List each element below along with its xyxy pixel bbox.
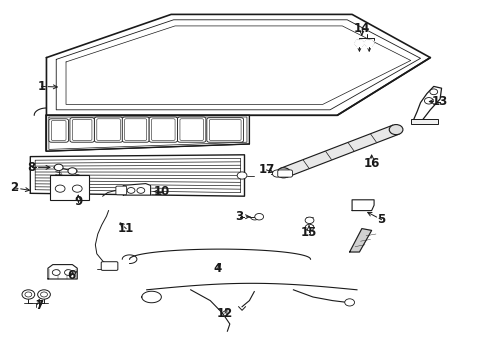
FancyBboxPatch shape bbox=[149, 117, 177, 142]
Polygon shape bbox=[351, 200, 373, 211]
Polygon shape bbox=[349, 229, 371, 252]
Text: 11: 11 bbox=[118, 222, 134, 235]
Text: 8: 8 bbox=[28, 161, 36, 174]
Circle shape bbox=[72, 185, 82, 192]
Polygon shape bbox=[354, 40, 364, 46]
Circle shape bbox=[388, 125, 402, 135]
Circle shape bbox=[254, 213, 263, 220]
Text: 15: 15 bbox=[300, 226, 317, 239]
Circle shape bbox=[38, 290, 50, 299]
Text: 14: 14 bbox=[353, 22, 369, 35]
Circle shape bbox=[22, 290, 35, 299]
Circle shape bbox=[41, 292, 47, 297]
Polygon shape bbox=[364, 40, 373, 46]
FancyBboxPatch shape bbox=[122, 117, 149, 142]
Text: 1: 1 bbox=[38, 80, 45, 93]
Text: 17: 17 bbox=[258, 163, 274, 176]
Text: 3: 3 bbox=[235, 210, 243, 223]
Polygon shape bbox=[46, 115, 249, 151]
FancyBboxPatch shape bbox=[206, 118, 243, 142]
FancyBboxPatch shape bbox=[151, 119, 175, 140]
FancyBboxPatch shape bbox=[116, 186, 126, 195]
FancyBboxPatch shape bbox=[70, 118, 94, 142]
Polygon shape bbox=[280, 125, 398, 177]
Text: 9: 9 bbox=[74, 195, 82, 208]
Text: 16: 16 bbox=[363, 157, 379, 170]
FancyBboxPatch shape bbox=[124, 119, 146, 140]
FancyBboxPatch shape bbox=[180, 119, 203, 140]
FancyBboxPatch shape bbox=[51, 121, 66, 140]
FancyBboxPatch shape bbox=[94, 117, 122, 142]
FancyBboxPatch shape bbox=[177, 117, 205, 142]
FancyBboxPatch shape bbox=[209, 120, 241, 140]
FancyBboxPatch shape bbox=[277, 170, 292, 177]
Bar bbox=[410, 119, 437, 124]
Polygon shape bbox=[46, 14, 429, 115]
Circle shape bbox=[52, 270, 60, 275]
Polygon shape bbox=[48, 265, 77, 279]
Circle shape bbox=[137, 188, 144, 193]
Circle shape bbox=[305, 217, 313, 224]
Circle shape bbox=[55, 185, 65, 192]
FancyBboxPatch shape bbox=[101, 262, 118, 270]
Circle shape bbox=[54, 164, 63, 171]
FancyBboxPatch shape bbox=[49, 119, 68, 142]
FancyBboxPatch shape bbox=[72, 120, 92, 140]
Circle shape bbox=[344, 299, 354, 306]
Text: 13: 13 bbox=[431, 95, 447, 108]
Circle shape bbox=[25, 292, 32, 297]
Polygon shape bbox=[412, 86, 441, 121]
Text: 10: 10 bbox=[153, 185, 169, 198]
Circle shape bbox=[429, 89, 437, 95]
Text: 2: 2 bbox=[11, 181, 19, 194]
Text: 7: 7 bbox=[35, 299, 43, 312]
Circle shape bbox=[424, 98, 432, 104]
Circle shape bbox=[305, 224, 313, 231]
Text: 6: 6 bbox=[67, 269, 75, 282]
Circle shape bbox=[68, 168, 77, 174]
Circle shape bbox=[276, 168, 290, 178]
Circle shape bbox=[237, 172, 246, 179]
Circle shape bbox=[127, 188, 135, 193]
Text: 12: 12 bbox=[216, 307, 233, 320]
Bar bbox=[50, 175, 89, 200]
Polygon shape bbox=[123, 184, 150, 195]
Circle shape bbox=[272, 170, 282, 177]
Text: 4: 4 bbox=[213, 262, 221, 275]
Circle shape bbox=[64, 270, 72, 275]
Text: 5: 5 bbox=[377, 213, 385, 226]
Polygon shape bbox=[30, 155, 244, 196]
FancyBboxPatch shape bbox=[97, 119, 120, 140]
